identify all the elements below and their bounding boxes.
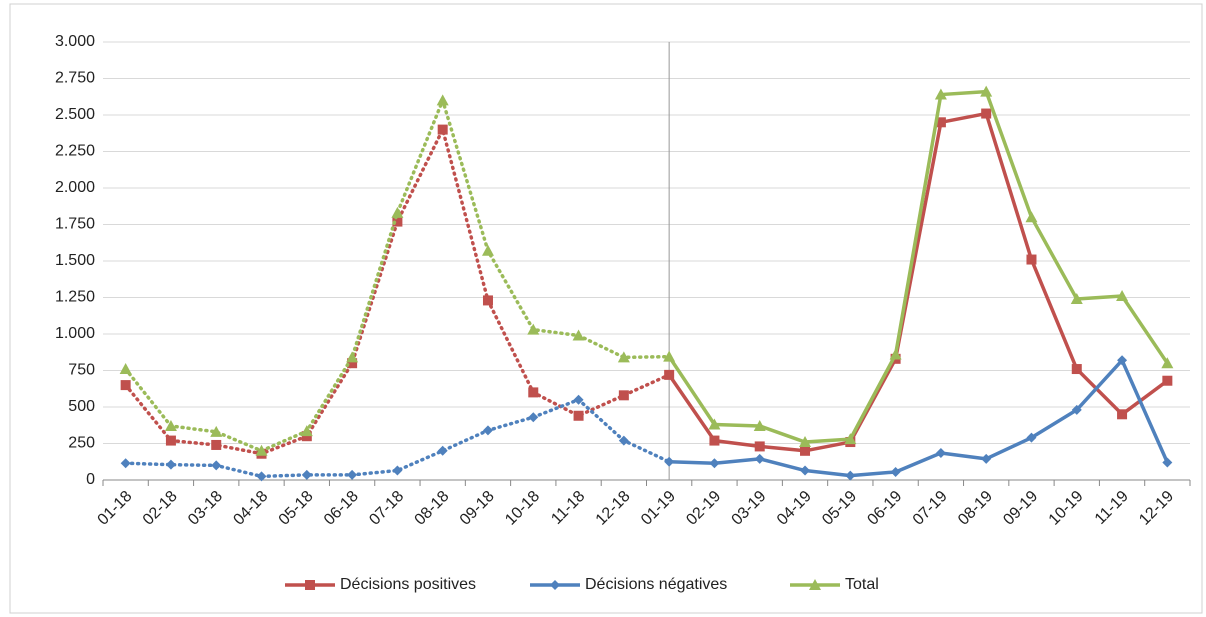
marker [120,458,131,469]
marker [391,206,404,218]
marker [1162,457,1173,468]
marker [981,453,992,464]
marker [1070,292,1083,304]
marker [799,436,812,448]
marker [301,469,312,480]
marker [1162,375,1173,386]
series-line [667,89,1170,444]
marker [481,244,494,256]
marker [347,358,358,369]
marker [800,445,811,456]
marker [889,348,902,360]
marker [664,369,675,380]
legend-label: Total [845,576,879,593]
marker [754,441,765,452]
y-tick-label: 2.250 [55,143,95,160]
marker [663,350,676,362]
legend-marker [305,580,315,590]
marker [572,329,585,341]
marker [980,85,993,97]
y-tick-label: 0 [86,471,95,488]
marker [935,117,946,128]
marker [800,465,811,476]
marker [1026,432,1037,443]
series-line [667,358,1170,478]
legend-marker [550,580,560,590]
y-tick-label: 1.250 [55,289,95,306]
marker [392,216,403,227]
y-tick-label: 1.500 [55,252,95,269]
marker [754,453,765,464]
marker [210,425,223,437]
marker [346,351,359,363]
chart-frame [9,3,1203,614]
marker [934,88,947,100]
marker [1117,355,1128,366]
marker [528,412,539,423]
y-tick-label: 1.750 [55,216,95,233]
marker [709,458,720,469]
y-tick-label: 3.000 [55,33,95,50]
y-tick-label: 1.000 [55,325,95,342]
marker [436,94,449,106]
marker [1116,290,1129,302]
marker [1161,357,1174,369]
y-tick-label: 2.750 [55,70,95,87]
marker [573,410,584,421]
marker [527,323,540,335]
marker [437,124,448,135]
marker [211,460,222,471]
marker [845,470,856,481]
marker [165,435,176,446]
legend-label: Décisions positives [340,576,476,593]
legend-label: Décisions négatives [585,576,727,593]
marker [1071,404,1082,415]
marker [753,419,766,431]
marker [708,418,721,430]
marker [482,425,493,436]
marker [211,439,222,450]
marker [618,390,629,401]
marker [573,394,584,405]
marker [617,351,630,363]
marker [301,431,312,442]
y-tick-label: 500 [68,398,95,415]
marker [392,465,403,476]
marker [300,425,313,437]
marker [165,459,176,470]
marker [528,387,539,398]
marker [1117,409,1128,420]
marker [347,469,358,480]
marker [120,380,131,391]
marker [255,444,268,456]
marker [709,435,720,446]
marker [890,466,901,477]
marker [1026,254,1037,265]
marker [437,445,448,456]
y-tick-label: 750 [68,362,95,379]
y-tick-label: 2.000 [55,179,95,196]
series-line [667,111,1170,453]
y-tick-label: 250 [68,435,95,452]
marker [482,295,493,306]
marker [119,363,132,375]
marker [1071,364,1082,375]
marker [618,435,629,446]
marker [664,456,675,467]
marker [1025,211,1038,223]
legend-marker [809,579,821,590]
marker [164,419,177,431]
y-tick-label: 2.500 [55,106,95,123]
marker [844,433,857,445]
marker [935,447,946,458]
marker [981,108,992,119]
marker [256,471,267,482]
